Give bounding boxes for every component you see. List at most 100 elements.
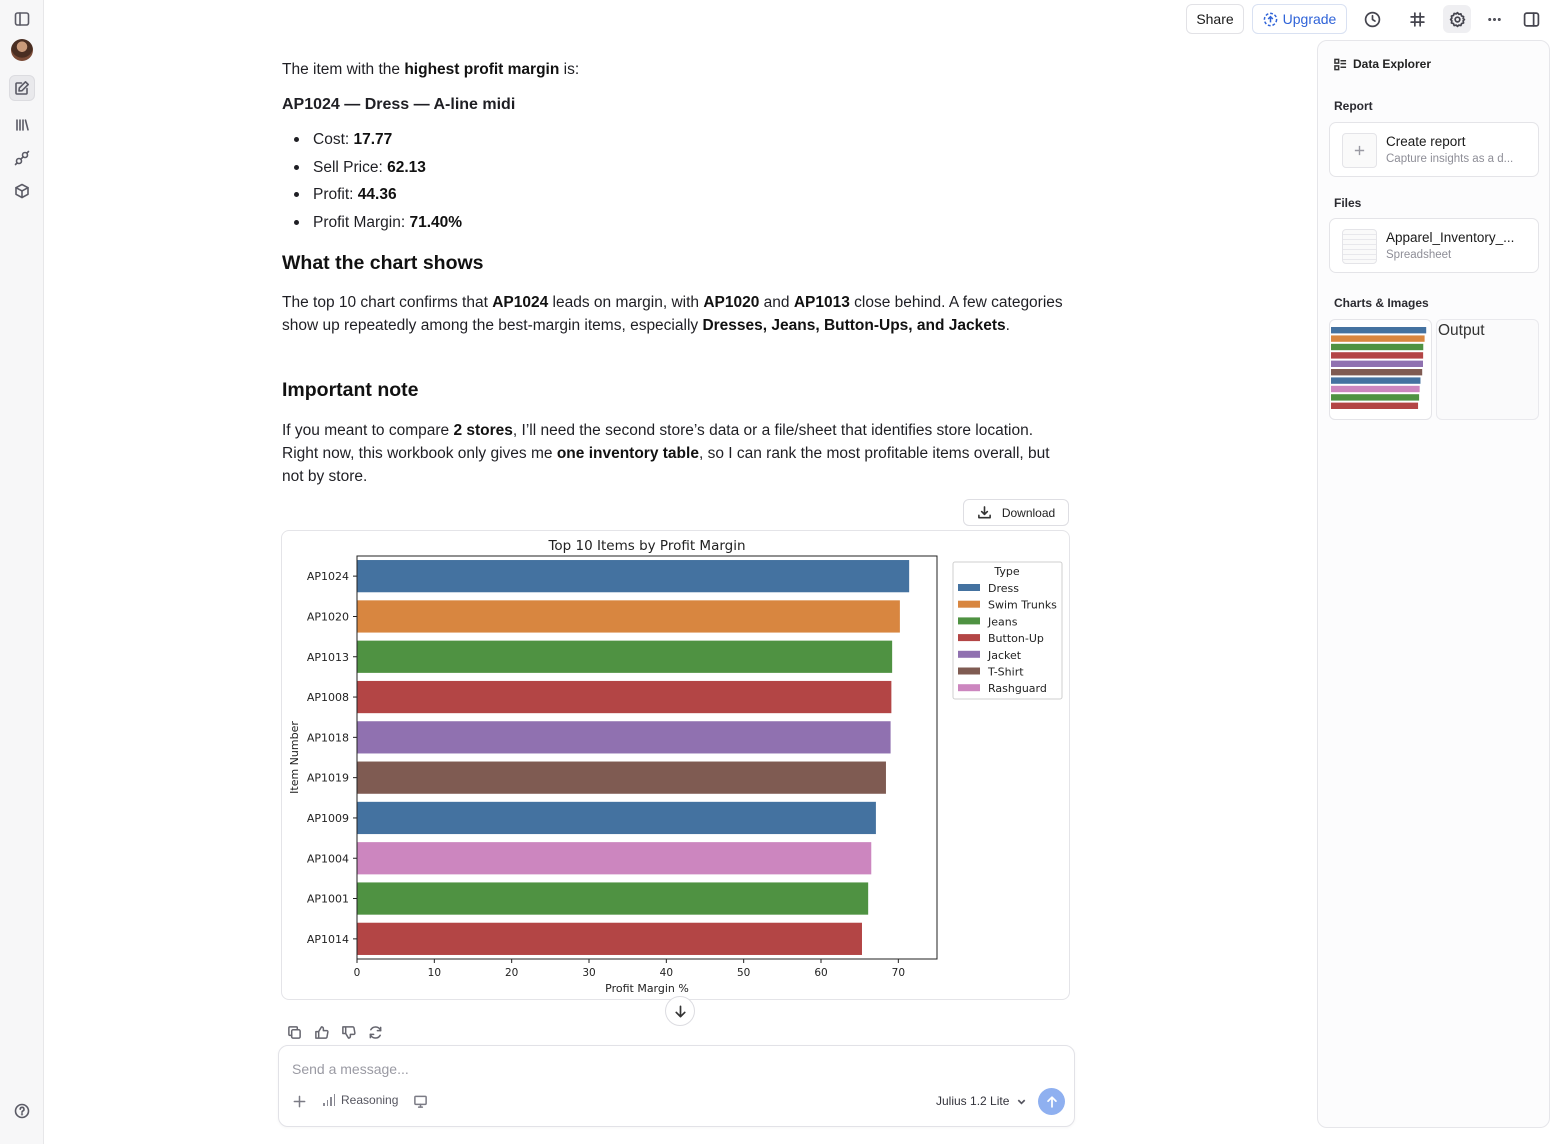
list-item: Sell Price: 62.13	[282, 156, 462, 184]
para-text: leads on margin, with	[548, 294, 704, 311]
chart-heading: What the chart shows	[282, 252, 484, 274]
message-composer: Reasoning Julius 1.2 Lite	[278, 1045, 1075, 1127]
legend-box	[952, 561, 1063, 700]
y-tick-label: AP1014	[307, 933, 349, 946]
bullet-value: 62.13	[387, 158, 426, 176]
legend-entry: Rashguard	[988, 682, 1047, 695]
bullet-value: 71.40%	[409, 213, 463, 231]
intro-prefix: The item with the	[282, 61, 405, 78]
signal-bars-icon	[323, 1094, 335, 1106]
arrow-up-icon	[1046, 1095, 1057, 1108]
plus-icon	[1342, 133, 1377, 168]
y-tick-label: AP1024	[307, 570, 349, 583]
legend-swatch	[958, 667, 980, 675]
output-tile[interactable]: Output	[1436, 319, 1539, 420]
chart-title: Top 10 Items by Profit Margin	[547, 538, 745, 554]
settings-icon[interactable]	[1443, 5, 1471, 33]
thumbs-down-icon[interactable]	[340, 1024, 356, 1040]
plus-icon[interactable]	[292, 1094, 308, 1110]
output-label: Output	[1438, 322, 1485, 339]
left-sidebar	[0, 0, 44, 1144]
download-button[interactable]: Download	[963, 499, 1069, 526]
screen-icon[interactable]	[413, 1094, 429, 1110]
bar	[357, 842, 872, 875]
chart-card: Top 10 Items by Profit Margin AP1024 AP102…	[281, 530, 1070, 1000]
files-section-label: Files	[1334, 196, 1362, 210]
thumbnail-bar	[1331, 360, 1423, 367]
para-text: , I’ll need the second store’s data or a…	[282, 422, 1034, 462]
para-bold: AP1013	[793, 294, 850, 311]
message-actions	[286, 1024, 383, 1040]
item-details-list: Cost: 17.77 Sell Price: 62.13 Profit: 44…	[282, 128, 462, 238]
bar	[357, 680, 892, 714]
scroll-down-button[interactable]	[665, 996, 695, 1026]
x-tick-label: 20	[505, 967, 518, 979]
slack-icon[interactable]	[1403, 5, 1431, 33]
thumbnail-bar	[1331, 394, 1420, 401]
avatar[interactable]	[11, 39, 33, 61]
data-explorer-panel: Data Explorer Report Create report Captu…	[1317, 40, 1550, 1128]
spreadsheet-icon	[1342, 229, 1377, 264]
bar	[357, 761, 886, 794]
y-tick-label: AP1013	[307, 651, 349, 664]
send-button[interactable]	[1038, 1088, 1065, 1115]
x-tick-label: 30	[582, 967, 595, 979]
legend-swatch	[958, 617, 980, 625]
arrow-down-icon	[674, 1005, 686, 1017]
bar	[357, 600, 900, 633]
y-tick-label: AP1004	[307, 852, 349, 865]
intro-suffix: is:	[559, 61, 580, 78]
download-label: Download	[1001, 505, 1056, 520]
legend-swatch	[958, 650, 980, 658]
y-tick-label: AP1018	[307, 731, 349, 744]
chart-thumbnail[interactable]	[1329, 319, 1432, 420]
note-paragraph: If you meant to compare 2 stores, I’ll n…	[282, 419, 1072, 488]
reasoning-toggle[interactable]: Reasoning	[323, 1093, 398, 1107]
message-input[interactable]	[292, 1058, 1052, 1080]
para-text: , so I can rank the most profitable item…	[282, 445, 1050, 485]
right-panel-icon[interactable]	[1517, 5, 1545, 33]
more-icon[interactable]	[1480, 5, 1508, 33]
model-label: Julius 1.2 Lite	[936, 1094, 1010, 1108]
x-tick-label: 40	[660, 967, 673, 979]
bullet-label: Profit Margin:	[313, 213, 410, 231]
new-chat-icon[interactable]	[9, 75, 35, 101]
thumbnail-bar	[1331, 327, 1427, 334]
thumbnail-bar	[1331, 385, 1420, 393]
y-tick-label: AP1008	[307, 691, 349, 704]
x-tick-label: 70	[892, 967, 905, 979]
history-icon[interactable]	[1358, 5, 1386, 33]
upgrade-button[interactable]: Upgrade	[1252, 4, 1347, 34]
panel-toggle-icon[interactable]	[9, 6, 35, 32]
thumbs-up-icon[interactable]	[313, 1024, 329, 1040]
list-item: Cost: 17.77	[282, 128, 462, 156]
regenerate-icon[interactable]	[367, 1024, 383, 1040]
integrations-icon[interactable]	[9, 145, 35, 171]
bullet-label: Sell Price:	[313, 158, 388, 176]
model-selector[interactable]: Julius 1.2 Lite	[936, 1094, 1027, 1108]
para-text: and	[759, 294, 794, 311]
legend-entry: Jeans	[987, 615, 1018, 628]
file-type: Spreadsheet	[1386, 249, 1452, 261]
thumbnail-bar	[1331, 335, 1425, 342]
copy-icon[interactable]	[286, 1024, 302, 1040]
chart-paragraph: The top 10 chart confirms that AP1024 le…	[282, 291, 1072, 337]
y-tick-label: AP1009	[307, 812, 349, 825]
report-card-subtitle: Capture insights as a d...	[1386, 153, 1514, 165]
file-card[interactable]: Apparel_Inventory_... Spreadsheet	[1329, 218, 1539, 273]
share-button[interactable]: Share	[1186, 4, 1244, 34]
item-title: AP1024 — Dress — A-line midi	[282, 96, 516, 113]
top-bar: Share Upgrade	[44, 0, 1552, 40]
legend-swatch	[958, 600, 980, 608]
help-icon[interactable]	[9, 1098, 35, 1124]
y-tick-label: AP1001	[307, 893, 349, 906]
legend-entry: T-Shirt	[987, 666, 1024, 679]
y-tick-label: AP1020	[307, 610, 349, 623]
create-report-card[interactable]: Create report Capture insights as a d...	[1329, 122, 1539, 177]
list-item: Profit: 44.36	[282, 183, 462, 211]
cube-icon[interactable]	[9, 178, 35, 204]
list-item: Profit Margin: 71.40%	[282, 211, 462, 239]
para-bold: AP1020	[703, 294, 760, 311]
bullet-value: 44.36	[357, 186, 397, 203]
library-icon[interactable]	[9, 112, 35, 138]
